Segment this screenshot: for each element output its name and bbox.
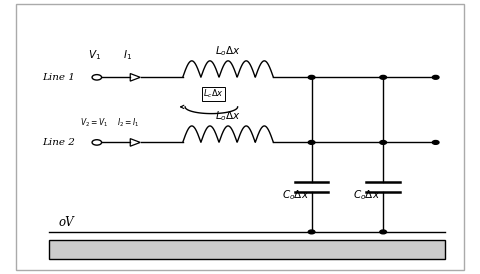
Text: $C_o\Delta x$: $C_o\Delta x$ [282,189,309,202]
Text: $V_1$: $V_1$ [88,48,101,62]
Text: $L_o\Delta x$: $L_o\Delta x$ [215,109,241,123]
Text: $C_o\Delta x$: $C_o\Delta x$ [353,189,381,202]
Polygon shape [49,240,445,259]
Circle shape [380,230,386,234]
Circle shape [432,141,439,144]
Circle shape [308,230,315,234]
Text: $L_c\Delta x$: $L_c\Delta x$ [204,88,224,100]
Text: Line 2: Line 2 [43,138,75,147]
Circle shape [308,141,315,144]
Circle shape [432,75,439,79]
Text: $L_o\Delta x$: $L_o\Delta x$ [215,44,241,58]
Text: Line 1: Line 1 [43,73,75,82]
Text: $V_2$$=$$V_1$: $V_2$$=$$V_1$ [80,116,108,129]
Circle shape [380,141,386,144]
Circle shape [380,75,386,79]
Text: $I_2$$=$$I_1$: $I_2$$=$$I_1$ [117,116,139,129]
Text: oV: oV [59,216,74,229]
Text: $I_1$: $I_1$ [123,48,132,62]
Circle shape [308,75,315,79]
